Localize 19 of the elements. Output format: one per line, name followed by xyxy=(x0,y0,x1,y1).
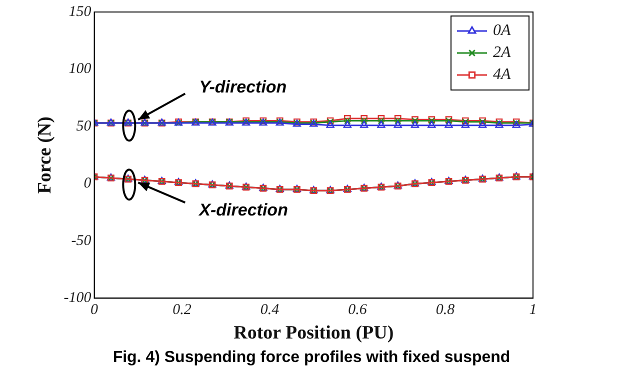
y-tick-label: -50 xyxy=(71,232,92,249)
y-tick-label: 0 xyxy=(84,176,92,192)
y-tick-label: -100 xyxy=(64,290,92,306)
legend-label: 0A xyxy=(493,22,511,40)
x-tick-label: 0.4 xyxy=(260,302,280,318)
annotation: X-direction xyxy=(198,200,288,220)
y-tick-label: 150 xyxy=(68,4,92,20)
annotation: Y-direction xyxy=(199,77,287,96)
legend-label: 2A xyxy=(493,44,511,62)
y-axis-title: Force (N) xyxy=(34,116,56,194)
y-tick-label: 100 xyxy=(68,61,92,78)
x-tick-label: 0.2 xyxy=(172,302,192,318)
x-tick-label: 1 xyxy=(529,302,537,318)
caption: Fig. 4) Suspending force profiles with fixed suspend xyxy=(112,349,512,367)
x-tick-label: 0.8 xyxy=(436,302,456,318)
x-axis-title: Rotor Position (PU) xyxy=(234,322,394,344)
y-tick-label: 50 xyxy=(76,118,92,134)
x-tick-label: 0.6 xyxy=(348,302,368,318)
legend-label: 4A xyxy=(493,66,511,84)
